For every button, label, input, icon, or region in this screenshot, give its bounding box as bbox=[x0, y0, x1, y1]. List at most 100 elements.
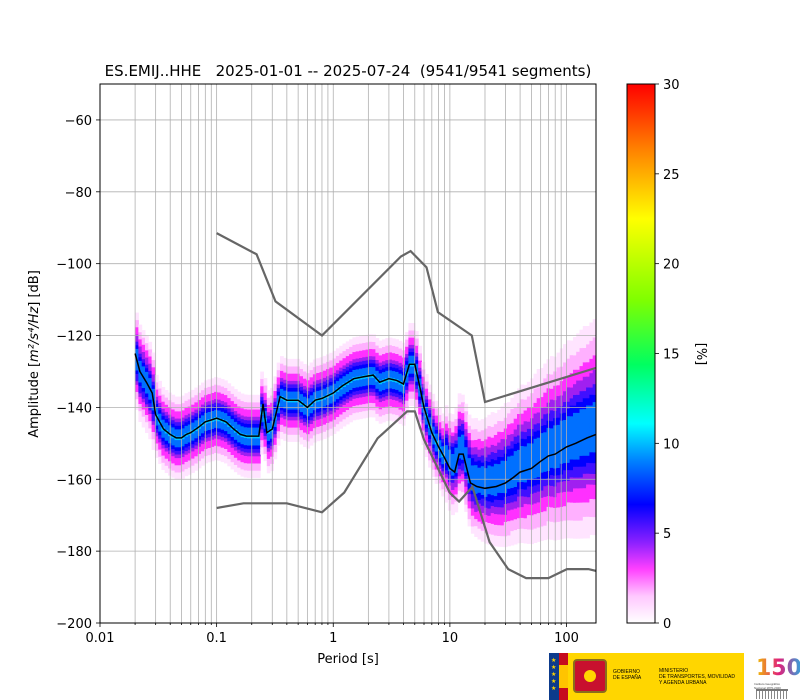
heatmap-cell bbox=[230, 440, 235, 445]
heatmap-cell bbox=[161, 466, 166, 470]
heatmap-cell bbox=[220, 450, 225, 455]
heatmap-cell bbox=[253, 445, 258, 450]
heatmap-cell bbox=[586, 358, 590, 363]
heatmap-cell bbox=[187, 463, 192, 468]
heatmap-cell bbox=[474, 482, 478, 487]
heatmap-cell bbox=[210, 446, 215, 451]
heatmap-cell bbox=[276, 380, 281, 385]
heatmap-cell bbox=[467, 446, 472, 451]
heatmap-cell bbox=[362, 353, 367, 358]
heatmap-cell bbox=[359, 339, 363, 344]
heatmap-cell bbox=[589, 451, 594, 456]
heatmap-cell bbox=[335, 420, 340, 425]
heatmap-cell bbox=[378, 347, 383, 352]
heatmap-cell bbox=[454, 440, 459, 445]
heatmap-cell bbox=[566, 394, 571, 399]
heatmap-cell bbox=[286, 380, 291, 385]
heatmap-cell bbox=[474, 511, 478, 516]
heatmap-cell bbox=[497, 420, 501, 425]
heatmap-cell bbox=[352, 366, 357, 370]
heatmap-cell bbox=[319, 436, 324, 441]
heatmap-cell bbox=[451, 453, 455, 458]
heatmap-cell bbox=[549, 467, 554, 472]
heatmap-cell bbox=[470, 429, 475, 434]
heatmap-cell bbox=[589, 516, 594, 521]
heatmap-cell bbox=[559, 431, 564, 435]
heatmap-cell bbox=[289, 427, 294, 432]
heatmap-cell bbox=[418, 367, 422, 372]
heatmap-cell bbox=[543, 413, 548, 418]
heatmap-cell bbox=[243, 473, 248, 478]
heatmap-cell bbox=[582, 451, 587, 456]
heatmap-cell bbox=[579, 340, 584, 345]
heatmap-cell bbox=[431, 440, 436, 445]
heatmap-cell bbox=[493, 420, 498, 425]
heatmap-cell bbox=[355, 365, 360, 370]
heatmap-cell bbox=[520, 442, 525, 446]
heatmap-cell bbox=[464, 421, 469, 426]
heatmap-cell bbox=[303, 392, 307, 397]
heatmap-cell bbox=[523, 406, 528, 411]
heatmap-cell bbox=[339, 388, 343, 393]
heatmap-cell bbox=[309, 420, 314, 424]
heatmap-cell bbox=[569, 365, 574, 370]
heatmap-cell bbox=[135, 377, 139, 382]
heatmap-cell bbox=[368, 341, 373, 346]
heatmap-cell bbox=[513, 403, 518, 408]
heatmap-cell bbox=[408, 344, 413, 349]
heatmap-cell bbox=[335, 373, 340, 378]
heatmap-cell bbox=[286, 416, 291, 421]
heatmap-cell bbox=[523, 514, 528, 519]
heatmap-cell bbox=[194, 430, 199, 435]
heatmap-cell bbox=[237, 409, 241, 414]
heatmap-cell bbox=[457, 393, 462, 398]
heatmap-cell bbox=[569, 462, 574, 467]
heatmap-cell bbox=[158, 456, 162, 461]
heatmap-cell bbox=[431, 447, 436, 452]
heatmap-cell bbox=[484, 510, 488, 515]
heatmap-cell bbox=[441, 456, 446, 461]
heatmap-cell bbox=[329, 385, 334, 390]
heatmap-cell bbox=[589, 354, 594, 359]
heatmap-cell bbox=[329, 413, 334, 418]
heatmap-cell bbox=[517, 460, 521, 465]
heatmap-cell bbox=[207, 382, 212, 387]
heatmap-cell bbox=[154, 435, 159, 440]
heatmap-cell bbox=[187, 413, 192, 418]
heatmap-cell bbox=[589, 487, 594, 492]
heatmap-cell bbox=[526, 460, 531, 465]
heatmap-cell bbox=[530, 461, 534, 465]
heatmap-cell bbox=[523, 449, 528, 454]
heatmap-cell bbox=[280, 374, 284, 379]
heatmap-cell bbox=[181, 428, 185, 432]
heatmap-cell bbox=[355, 354, 360, 359]
heatmap-cell bbox=[418, 403, 422, 408]
heatmap-cell bbox=[240, 447, 245, 452]
heatmap-cell bbox=[454, 458, 459, 463]
heatmap-cell bbox=[197, 399, 202, 404]
heatmap-cell bbox=[592, 337, 596, 341]
heatmap-cell bbox=[382, 346, 386, 351]
heatmap-cell bbox=[329, 360, 334, 364]
heatmap-cell bbox=[201, 440, 205, 445]
heatmap-cell bbox=[559, 402, 564, 407]
heatmap-cell bbox=[382, 411, 386, 416]
heatmap-cell bbox=[540, 529, 544, 534]
heatmap-cell bbox=[204, 383, 208, 388]
heatmap-cell bbox=[145, 393, 149, 398]
heatmap-cell bbox=[187, 456, 192, 461]
heatmap-cell bbox=[454, 483, 459, 488]
heatmap-cell bbox=[576, 498, 580, 503]
heatmap-cell bbox=[421, 379, 426, 384]
heatmap-cell bbox=[507, 492, 511, 496]
heatmap-cell bbox=[303, 443, 307, 447]
heatmap-cell bbox=[207, 379, 212, 384]
heatmap-cell bbox=[388, 341, 393, 346]
heatmap-cell bbox=[299, 411, 304, 416]
heatmap-cell bbox=[533, 409, 538, 414]
heatmap-cell bbox=[549, 496, 554, 501]
heatmap-cell bbox=[372, 409, 376, 414]
heatmap-cell bbox=[408, 330, 413, 335]
heatmap-cell bbox=[592, 376, 596, 381]
heatmap-cell bbox=[533, 424, 538, 428]
